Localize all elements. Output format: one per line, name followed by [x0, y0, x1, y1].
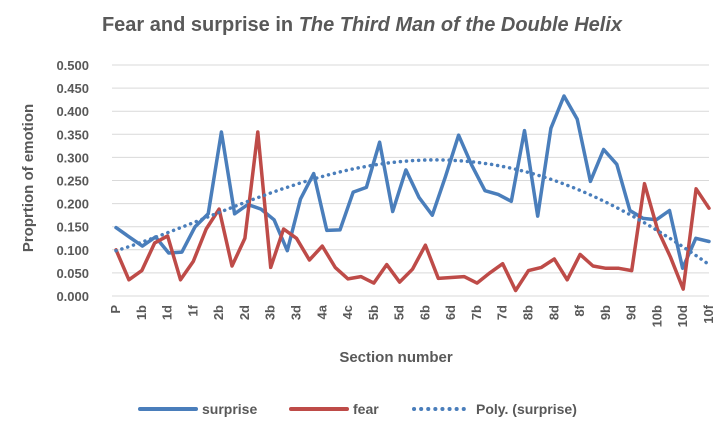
x-tick-label: 6d: [443, 305, 458, 320]
series-line-fear: [114, 130, 711, 293]
legend-label: fear: [353, 401, 379, 417]
chart-title-italic: The Third Man of the Double Helix: [299, 14, 623, 36]
y-tick-label: 0.200: [56, 197, 89, 212]
series-lines: [114, 94, 711, 293]
x-tick-label: 8f: [572, 304, 587, 316]
x-tick-label: 8d: [546, 305, 561, 320]
x-axis-ticks: P 1b 1d 1f 2b 2d 3b 3d 4a 4c 5b 5d 6b 6d 7b 7d 8b 8d 8f 9b 9…: [108, 304, 716, 327]
x-tick-label: 5d: [392, 305, 407, 320]
x-tick-label: 10d: [675, 305, 690, 327]
y-tick-label: 0.450: [56, 81, 89, 96]
y-tick-label: 0.050: [56, 266, 89, 281]
legend-label: surprise: [202, 401, 257, 417]
x-tick-label: 4a: [314, 304, 329, 319]
x-tick-label: 2b: [211, 305, 226, 320]
x-tick-label: 1d: [160, 305, 175, 320]
x-tick-label: 10f: [701, 304, 716, 323]
y-tick-label: 0.300: [56, 150, 89, 165]
y-tick-label: 0.250: [56, 174, 89, 189]
x-tick-label: P: [108, 305, 123, 314]
chart-title-main: Fear and surprise in: [102, 14, 299, 36]
x-axis-title: Section number: [339, 349, 453, 366]
y-axis-title: Proprtion of emotion: [20, 104, 37, 252]
y-tick-label: 0.350: [56, 127, 89, 142]
x-tick-label: 10b: [649, 305, 664, 327]
x-tick-label: 8b: [521, 305, 536, 320]
x-tick-label: 3b: [263, 305, 278, 320]
x-tick-label: 7b: [469, 305, 484, 320]
x-tick-label: 9b: [598, 305, 613, 320]
x-tick-label: 9d: [624, 305, 639, 320]
y-tick-label: 0.000: [56, 289, 89, 304]
x-tick-label: 5b: [366, 305, 381, 320]
legend-label: Poly. (surprise): [476, 401, 577, 417]
y-tick-label: 0.100: [56, 243, 89, 258]
x-tick-label: 3d: [288, 305, 303, 320]
chart-title: Fear and surprise in The Third Man of th…: [102, 14, 623, 36]
x-tick-label: 6b: [417, 305, 432, 320]
legend: surprise fear Poly. (surprise): [138, 401, 577, 417]
x-tick-label: 4c: [340, 305, 355, 319]
series-line-poly-surprise: [114, 158, 711, 267]
x-tick-label: 1b: [134, 305, 149, 320]
y-tick-label: 0.400: [56, 104, 89, 119]
x-tick-label: 2d: [237, 305, 252, 320]
series-line-surprise: [114, 94, 711, 271]
y-axis-ticks: 0.000 0.050 0.100 0.150 0.200 0.250 0.300 0.350…: [56, 58, 89, 304]
y-tick-label: 0.500: [56, 58, 89, 73]
x-tick-label: 7d: [495, 305, 510, 320]
x-tick-label: 1f: [185, 304, 200, 316]
y-tick-label: 0.150: [56, 220, 89, 235]
